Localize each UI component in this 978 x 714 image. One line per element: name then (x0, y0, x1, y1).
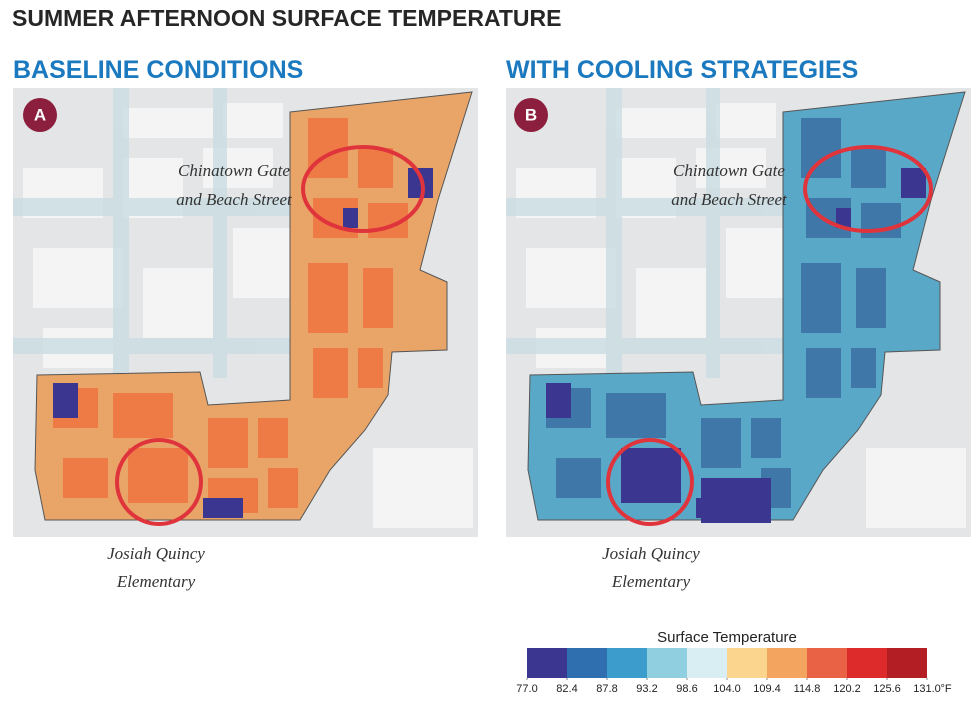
panel-title: BASELINE CONDITIONS (13, 56, 303, 84)
annotation: Chinatown Gate (178, 161, 290, 180)
annotation: and Beach Street (671, 190, 788, 209)
map: A (13, 88, 478, 537)
legend-tick-label: 131.0 (913, 683, 941, 695)
legend-tick-label: 120.2 (833, 683, 861, 695)
legend-tick-label: 114.8 (794, 683, 821, 695)
legend-tick-label: 98.6 (676, 683, 697, 695)
legend-swatch (847, 648, 887, 678)
legend-swatch (687, 648, 727, 678)
legend-swatch (567, 648, 607, 678)
legend-swatch (607, 648, 647, 678)
panel-badge: A (34, 105, 46, 124)
legend-unit: °F (940, 683, 951, 695)
legend-title: Surface Temperature (657, 629, 797, 646)
legend-swatch (527, 648, 567, 678)
page-title: SUMMER AFTERNOON SURFACE TEMPERATURE (12, 5, 561, 31)
panel-badge: B (525, 105, 537, 124)
legend: Surface Temperature 77.0 82.4 87.8 93.2 98.6… (516, 629, 952, 695)
legend-swatch (767, 648, 807, 678)
legend-tick-label: 82.4 (556, 683, 577, 695)
legend-tick-label: 77.0 (516, 683, 537, 695)
annotation: Elementary (116, 572, 196, 591)
legend-tick-label: 87.8 (596, 683, 617, 695)
legend-swatch (727, 648, 767, 678)
annotation: and Beach Street (176, 190, 293, 209)
annotation: Chinatown Gate (673, 161, 785, 180)
legend-swatch (647, 648, 687, 678)
annotation: Josiah Quincy (107, 544, 205, 563)
legend-tick-label: 125.6 (873, 683, 901, 695)
map: B (506, 88, 971, 537)
legend-tick-label: 93.2 (636, 683, 657, 695)
legend-tick-label: 109.4 (753, 683, 781, 695)
annotation: Elementary (611, 572, 691, 591)
panel-title: WITH COOLING STRATEGIES (506, 56, 858, 84)
legend-swatch (887, 648, 927, 678)
annotation: Josiah Quincy (602, 544, 700, 563)
legend-tick-label: 104.0 (713, 683, 741, 695)
legend-swatch (807, 648, 847, 678)
